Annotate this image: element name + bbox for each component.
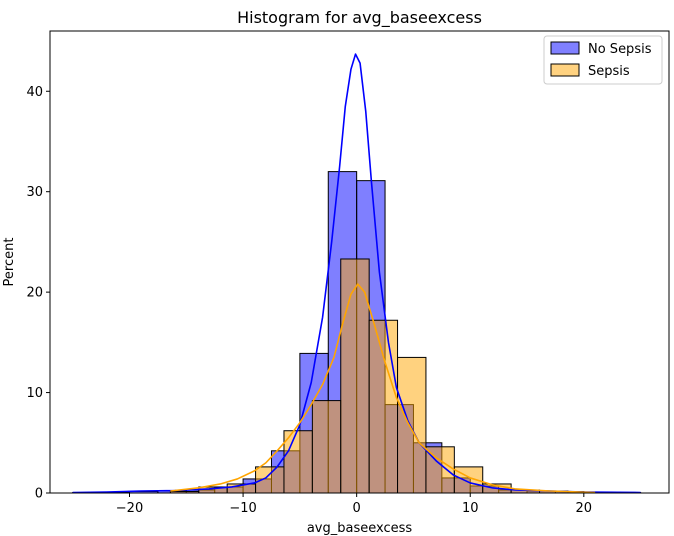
no-sepsis-kde-line xyxy=(72,53,641,493)
legend: No Sepsis Sepsis xyxy=(543,35,663,85)
y-tick-label: 40 xyxy=(26,85,43,100)
x-axis: −20 −10 0 10 20 xyxy=(116,493,592,516)
y-axis: 0 10 20 30 40 xyxy=(26,85,50,502)
legend-swatch-sepsis xyxy=(550,63,580,77)
legend-label-no-sepsis: No Sepsis xyxy=(588,42,652,57)
legend-label-sepsis: Sepsis xyxy=(588,64,630,79)
y-tick-label: 0 xyxy=(35,487,43,502)
chart-title: Histogram for avg_baseexcess xyxy=(237,8,482,28)
x-tick-label: −10 xyxy=(229,501,256,516)
sepsis-bar-5 xyxy=(311,400,342,493)
bars-layer xyxy=(72,171,642,493)
sepsis-kde-line xyxy=(170,283,596,493)
legend-swatch-no-sepsis xyxy=(550,41,580,55)
kde-layer xyxy=(72,53,641,493)
x-axis-label: avg_baseexcess xyxy=(307,521,413,536)
sepsis-bar-8 xyxy=(397,356,427,493)
sepsis-bar-4 xyxy=(283,430,313,493)
x-tick-label: 0 xyxy=(353,501,361,516)
x-tick-label: 20 xyxy=(576,501,593,516)
x-tick-label: −20 xyxy=(116,501,143,516)
y-tick-label: 30 xyxy=(26,185,43,200)
plot-frame xyxy=(49,30,670,494)
sepsis-bar-7 xyxy=(368,319,399,493)
y-tick-label: 20 xyxy=(26,286,43,301)
x-tick-label: 10 xyxy=(462,501,479,516)
y-axis-label: Percent xyxy=(2,238,17,287)
y-tick-label: 10 xyxy=(26,386,43,401)
